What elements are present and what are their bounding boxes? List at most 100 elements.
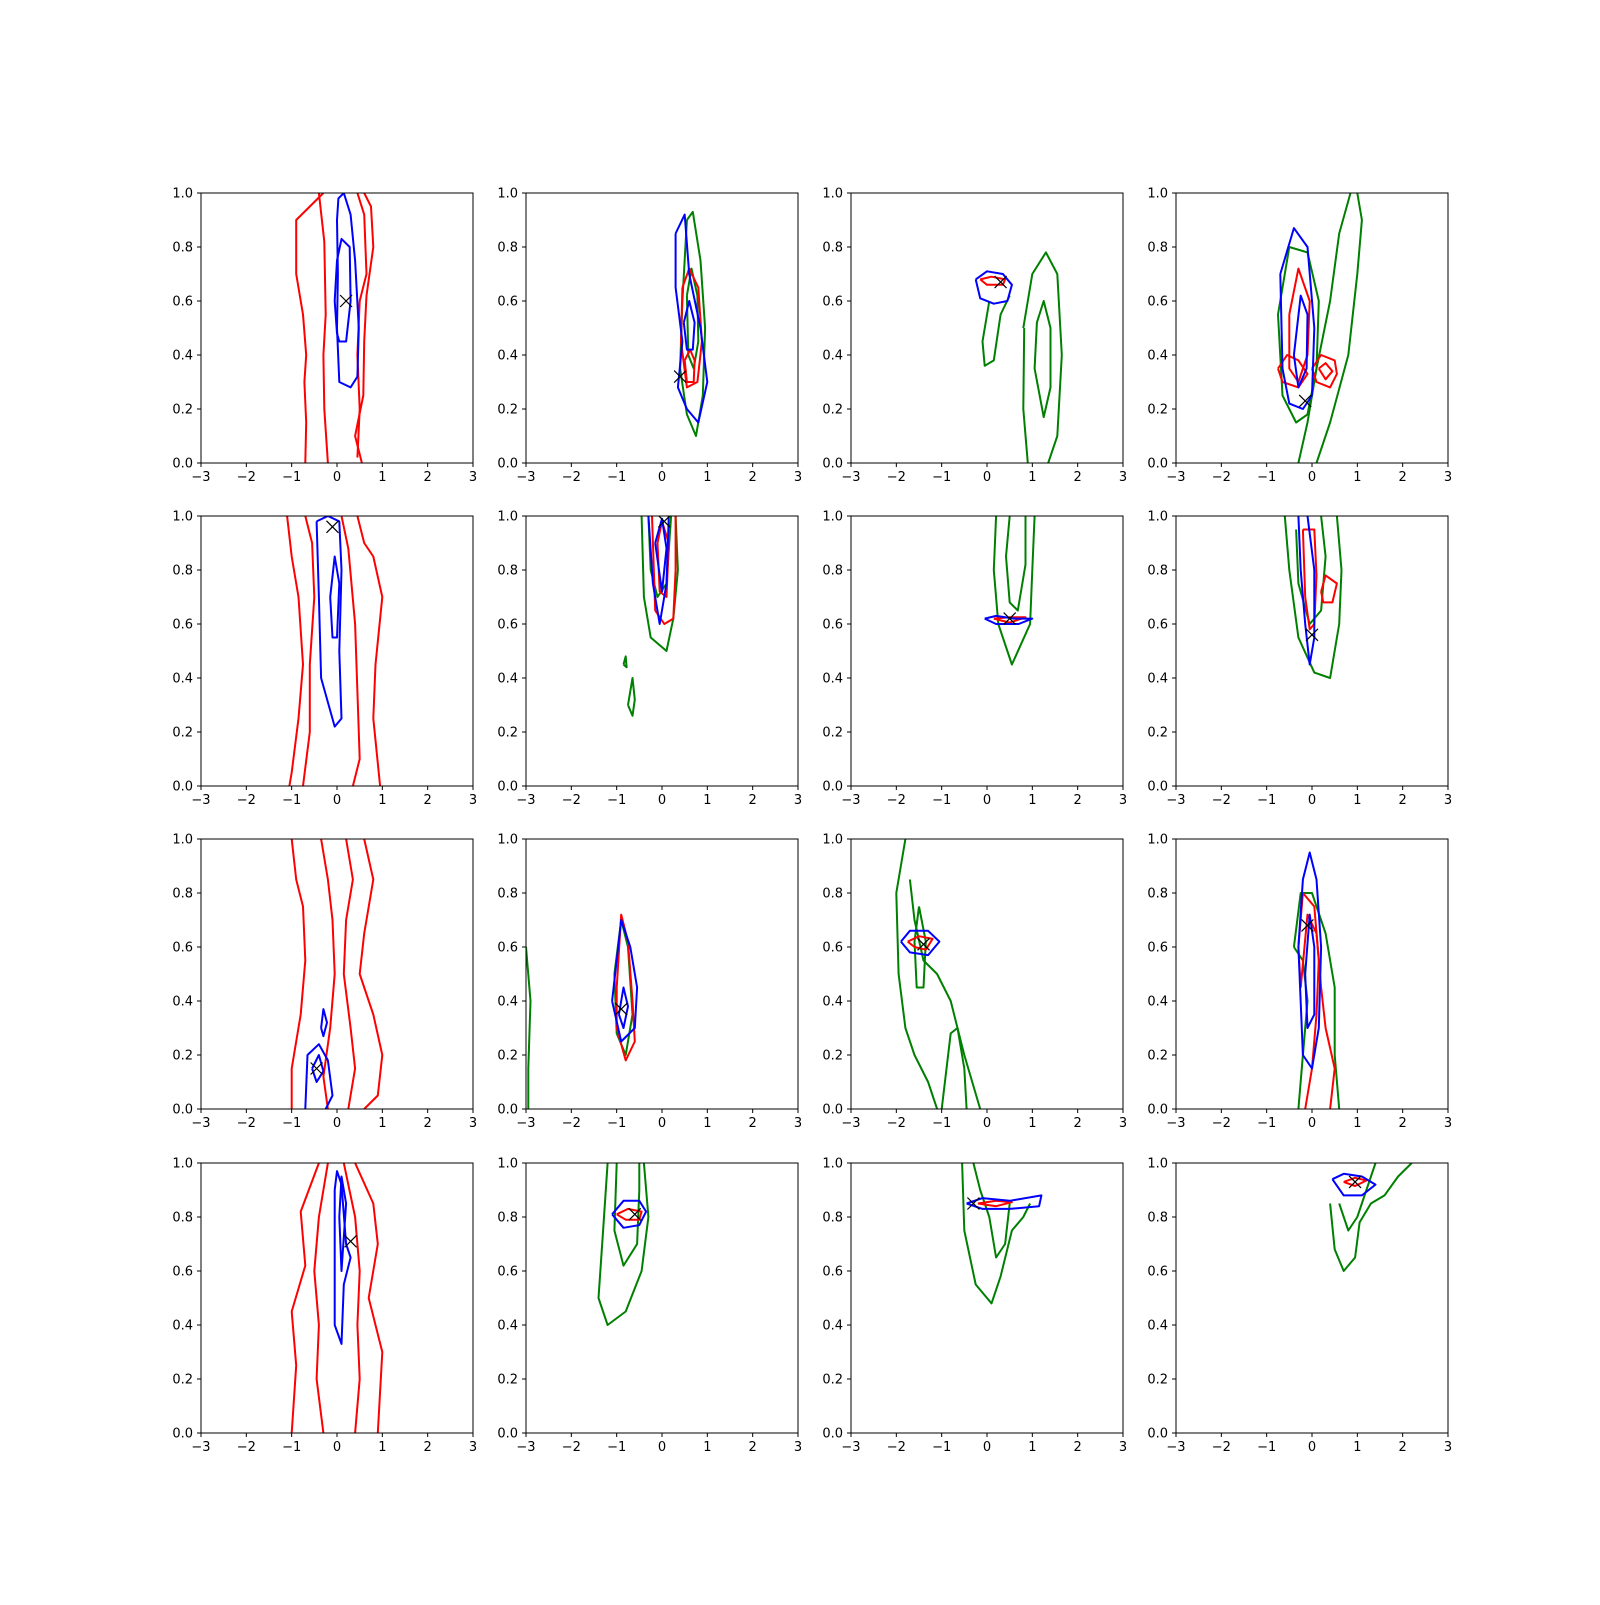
- x-tick-label: 3: [794, 1440, 802, 1455]
- x-tick-label: −3: [1166, 1116, 1185, 1131]
- subplot-r1-c4: −3 −2 −1 0 1 2 3 0.0 0.2 0.4 0.6 0.8 1.0: [1147, 187, 1452, 486]
- red-contour-1: [295, 193, 325, 463]
- plot-area: [1277, 193, 1363, 463]
- x-marker: [673, 370, 687, 384]
- axes-frame: [850, 192, 1124, 464]
- y-tick-label: 0.8: [172, 887, 193, 902]
- x-tick-label: 1: [703, 1116, 711, 1131]
- green-contour-1: [981, 295, 1011, 367]
- y-tick-label: 0.8: [1147, 241, 1168, 256]
- y-tick-label: 1.0: [497, 1157, 518, 1172]
- plot-area: [1292, 851, 1341, 1109]
- x-tick-label: −1: [932, 1440, 951, 1455]
- blue-contour-1: [966, 1194, 1043, 1210]
- x-tick-label: 0: [658, 793, 666, 808]
- x-tick-label: −3: [516, 470, 535, 485]
- subplot-r4-c3: −3 −2 −1 0 1 2 3 0.0 0.2 0.4 0.6 0.8 1.0: [822, 1157, 1127, 1456]
- axes-frame: [525, 192, 799, 464]
- y-tick-label: 0.8: [172, 241, 193, 256]
- green-contour-1: [640, 516, 679, 652]
- red-contour-4: [340, 516, 361, 786]
- red-contour-2: [354, 193, 375, 463]
- red-contour-3: [313, 1163, 329, 1433]
- x-tick-label: −3: [1166, 793, 1185, 808]
- y-tick-label: 0.0: [497, 1427, 518, 1442]
- y-tick-label: 0.8: [822, 887, 843, 902]
- x-tick-label: 1: [1353, 1116, 1361, 1131]
- x-marker: [339, 294, 353, 308]
- green-contour-2: [1005, 516, 1027, 612]
- subplot-r2-c4: −3 −2 −1 0 1 2 3 0.0 0.2 0.4 0.6 0.8 1.0: [1147, 510, 1452, 809]
- red-contour-1: [1343, 1176, 1368, 1187]
- x-tick-label: 2: [424, 470, 432, 485]
- plot-area: [295, 193, 375, 463]
- x-tick-label: 2: [424, 1116, 432, 1131]
- subplot-r4-c1: −3 −2 −1 0 1 2 3 0.0 0.2 0.4 0.6 0.8 1.0: [172, 1157, 477, 1456]
- x-tick-label: 2: [749, 793, 757, 808]
- blue-contour-2: [682, 300, 696, 351]
- subplot-r1-c3: −3 −2 −1 0 1 2 3 0.0 0.2 0.4 0.6 0.8 1.0: [822, 187, 1127, 486]
- x-tick-label: 1: [1028, 793, 1036, 808]
- blue-contour-1: [1331, 1172, 1377, 1197]
- x-tick-label: 1: [1353, 1440, 1361, 1455]
- red-contour-1: [979, 275, 1007, 286]
- x-tick-label: 1: [1353, 793, 1361, 808]
- y-tick-label: 1.0: [822, 833, 843, 848]
- y-tick-label: 0.4: [172, 1319, 193, 1334]
- plot-area: [286, 516, 384, 786]
- x-tick-label: 0: [1308, 1440, 1316, 1455]
- blue-contour-1: [336, 193, 360, 389]
- y-tick-label: 0.4: [822, 995, 843, 1010]
- subplot-r1-c1: −3 −2 −1 0 1 2 3 0.0 0.2 0.4 0.6 0.8 1.0: [172, 187, 477, 486]
- red-contour-1: [290, 839, 307, 1109]
- red-contour-2: [356, 516, 384, 786]
- x-tick-label: 0: [333, 1116, 341, 1131]
- x-tick-label: −2: [1212, 1116, 1231, 1131]
- y-tick-label: 1.0: [1147, 187, 1168, 202]
- y-tick-label: 0.6: [497, 295, 518, 310]
- x-tick-label: 3: [1119, 1116, 1127, 1131]
- plot-area: [961, 1163, 1043, 1305]
- plot-area: [974, 251, 1063, 463]
- blue-contour-2: [617, 986, 629, 1029]
- y-tick-label: 0.2: [497, 726, 518, 741]
- subplot-r2-c1: −3 −2 −1 0 1 2 3 0.0 0.2 0.4 0.6 0.8 1.0: [172, 510, 477, 809]
- x-tick-label: −2: [237, 1440, 256, 1455]
- y-tick-label: 0.0: [497, 1103, 518, 1118]
- y-tick-label: 0.6: [497, 1265, 518, 1280]
- x-tick-label: 3: [1444, 1440, 1452, 1455]
- x-tick-label: 0: [1308, 793, 1316, 808]
- blue-contour-1: [674, 213, 709, 424]
- y-tick-label: 0.2: [1147, 1049, 1168, 1064]
- x-marker: [917, 937, 930, 951]
- x-tick-label: 1: [378, 470, 386, 485]
- y-tick-label: 0.4: [1147, 672, 1168, 687]
- x-tick-label: −2: [887, 470, 906, 485]
- x-tick-label: −1: [607, 470, 626, 485]
- x-tick-label: 1: [1028, 1116, 1036, 1131]
- y-tick-label: 0.2: [822, 403, 843, 418]
- y-tick-label: 0.4: [1147, 1319, 1168, 1334]
- blue-contour-1: [304, 1043, 334, 1109]
- x-tick-label: 2: [1074, 1116, 1082, 1131]
- subplot-r3-c1: −3 −2 −1 0 1 2 3 0.0 0.2 0.4 0.6 0.8 1.0: [172, 833, 477, 1132]
- x-tick-label: 2: [424, 1440, 432, 1455]
- y-tick-label: 0.0: [1147, 1427, 1168, 1442]
- green-contour-1: [961, 1163, 1031, 1305]
- x-tick-label: −2: [887, 1116, 906, 1131]
- x-marker: [326, 520, 339, 534]
- x-tick-label: 3: [1119, 470, 1127, 485]
- axes-frame: [850, 838, 1124, 1110]
- y-tick-label: 0.2: [172, 1049, 193, 1064]
- x-tick-label: 1: [703, 1440, 711, 1455]
- x-tick-label: 2: [749, 1116, 757, 1131]
- x-tick-label: −1: [607, 1116, 626, 1131]
- x-tick-label: 3: [469, 470, 477, 485]
- y-tick-label: 0.2: [497, 1049, 518, 1064]
- y-tick-label: 0.2: [822, 726, 843, 741]
- y-tick-label: 0.2: [497, 1373, 518, 1388]
- y-tick-label: 1.0: [497, 510, 518, 525]
- y-tick-label: 0.2: [1147, 726, 1168, 741]
- y-tick-label: 0.8: [1147, 887, 1168, 902]
